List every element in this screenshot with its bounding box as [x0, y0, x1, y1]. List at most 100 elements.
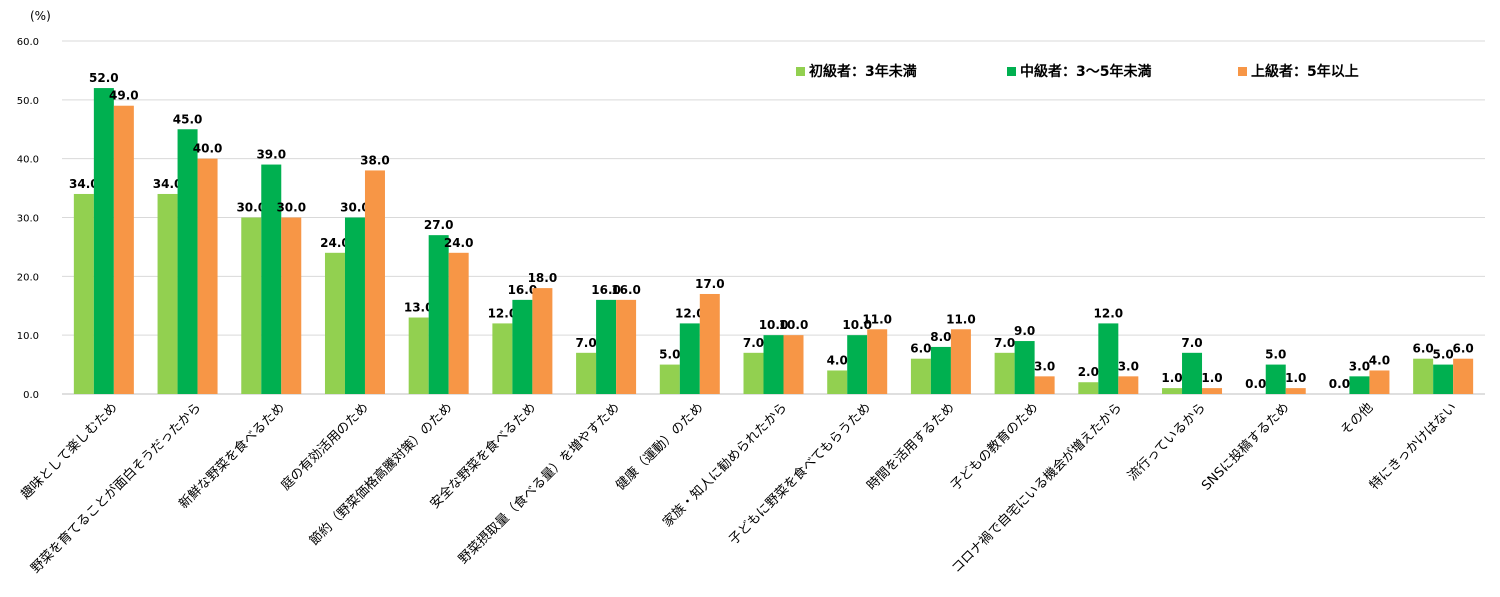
data-label: 3.0 [1349, 359, 1370, 373]
bar [1182, 352, 1203, 394]
data-label: 16.0 [591, 283, 621, 297]
bar [1349, 376, 1370, 394]
data-label: 0.0 [1245, 377, 1266, 391]
data-label: 52.0 [89, 71, 119, 85]
x-tick-label: 流行っているから [1125, 400, 1209, 484]
data-label: 16.0 [611, 283, 641, 297]
data-label: 10.0 [779, 318, 809, 332]
bar [847, 335, 868, 394]
x-tick-label: 節約（野菜価格高騰対策）のため [306, 400, 455, 549]
bar [679, 323, 700, 394]
x-tick-label: 子どもの教育のため [947, 400, 1041, 494]
data-label: 38.0 [360, 153, 390, 167]
data-label: 12.0 [488, 306, 518, 320]
data-label: 5.0 [1265, 348, 1286, 362]
y-tick-label: 50.0 [17, 96, 39, 107]
data-label: 7.0 [575, 336, 596, 350]
x-tick-label: 野菜を育てることが面白そうだったから [28, 400, 205, 577]
data-label: 11.0 [862, 312, 892, 326]
y-tick-label: 0.0 [23, 390, 39, 401]
data-label: 2.0 [1078, 365, 1099, 379]
data-label: 13.0 [404, 301, 434, 315]
data-label: 4.0 [1369, 353, 1390, 367]
data-label: 30.0 [276, 201, 306, 215]
data-label: 10.0 [759, 318, 789, 332]
bar [1078, 382, 1099, 394]
data-label: 45.0 [173, 112, 203, 126]
bar [1202, 388, 1223, 394]
data-label: 12.0 [675, 306, 705, 320]
legend-swatch [796, 67, 805, 76]
x-tick-label: 庭の有効活用のため [278, 400, 372, 494]
bar [492, 323, 513, 394]
x-tick-label: その他 [1338, 400, 1376, 438]
data-label: 27.0 [424, 218, 454, 232]
x-tick-label: コロナ禍で自宅にいる機会が増えたから [948, 400, 1125, 577]
bar [1453, 358, 1474, 394]
bar [532, 288, 553, 394]
bar [177, 129, 198, 394]
data-label: 11.0 [946, 312, 976, 326]
bar [408, 317, 429, 394]
bar [950, 329, 971, 394]
y-tick-label: 30.0 [17, 214, 39, 225]
data-label: 6.0 [910, 342, 931, 356]
bar [743, 352, 764, 394]
data-label: 7.0 [743, 336, 764, 350]
data-label: 12.0 [1094, 306, 1124, 320]
x-tick-label: 子どもに野菜を食べてもらうため [726, 400, 874, 548]
legend-label: 初級者：3年未満 [809, 63, 917, 80]
x-tick-label: 特にきっかけはない [1367, 400, 1460, 493]
data-label: 18.0 [528, 271, 558, 285]
y-tick-label: 10.0 [17, 331, 39, 342]
data-label: 30.0 [236, 201, 266, 215]
y-tick-label: 20.0 [17, 272, 39, 283]
bar [428, 235, 449, 394]
bar [616, 299, 637, 394]
data-label: 5.0 [1433, 348, 1454, 362]
bar [1034, 376, 1055, 394]
data-label: 30.0 [340, 201, 370, 215]
bar [1413, 358, 1434, 394]
data-label: 4.0 [827, 353, 848, 367]
data-label: 6.0 [1453, 342, 1474, 356]
bar [241, 217, 262, 394]
data-label: 8.0 [930, 330, 951, 344]
data-label: 6.0 [1413, 342, 1434, 356]
bar [659, 364, 680, 394]
bar [763, 335, 784, 394]
data-label: 39.0 [256, 148, 286, 162]
y-unit-label: (%) [30, 9, 51, 23]
bar [1118, 376, 1139, 394]
bar [261, 164, 282, 394]
data-label: 16.0 [508, 283, 538, 297]
bar [281, 217, 302, 394]
bar [827, 370, 848, 394]
data-label: 10.0 [842, 318, 872, 332]
data-label: 5.0 [659, 348, 680, 362]
data-label: 3.0 [1034, 359, 1055, 373]
bar [576, 352, 597, 394]
bar [783, 335, 804, 394]
legend-label: 中級者：3〜5年未満 [1020, 63, 1151, 80]
data-label: 49.0 [109, 89, 139, 103]
data-label: 24.0 [444, 236, 474, 250]
bar [1369, 370, 1390, 394]
bar [994, 352, 1015, 394]
x-tick-label: 野菜摂取量（食べる量）を増やすため [455, 400, 623, 568]
data-label: 7.0 [1181, 336, 1202, 350]
x-tick-label: SNSに投稿するため [1198, 400, 1292, 494]
bar [197, 158, 218, 394]
bar [324, 252, 345, 394]
bar [364, 170, 385, 394]
data-label: 17.0 [695, 277, 725, 291]
bar [448, 252, 469, 394]
bar [113, 105, 134, 394]
bar [699, 293, 720, 394]
bar [596, 299, 617, 394]
data-label: 40.0 [193, 142, 223, 156]
bar [93, 88, 114, 395]
bar [344, 217, 365, 394]
